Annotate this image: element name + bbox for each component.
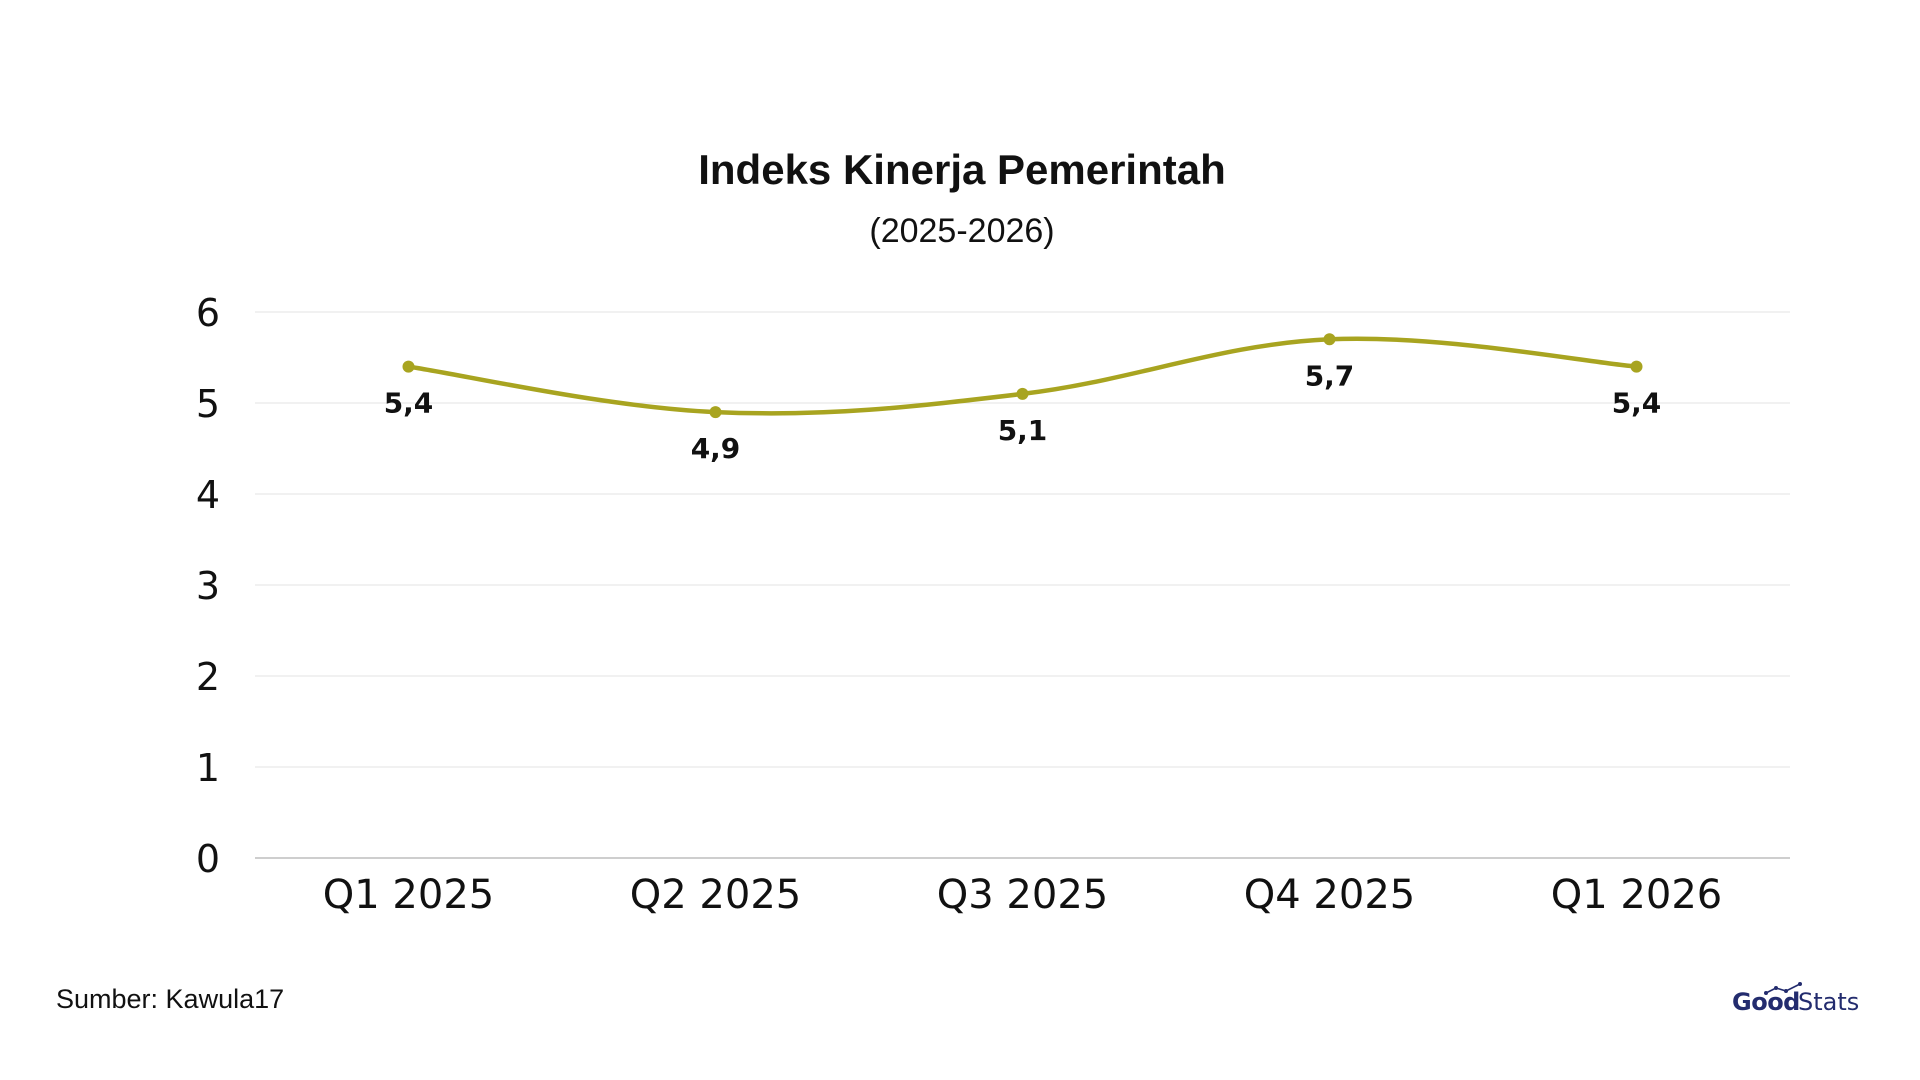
- chart-title: Indeks Kinerja Pemerintah: [698, 146, 1226, 193]
- gridlines: [255, 311, 1790, 859]
- series-layer: [406, 336, 1639, 416]
- x-tick-label: Q4 2025: [1244, 872, 1415, 918]
- y-tick-label: 5: [196, 382, 220, 426]
- data-label: 4,9: [691, 432, 741, 465]
- data-point: [402, 360, 415, 373]
- data-point: [1323, 333, 1336, 346]
- data-label: 5,1: [998, 414, 1048, 447]
- data-point: [1016, 387, 1029, 400]
- y-tick-label: 2: [196, 655, 220, 699]
- x-tick-label: Q2 2025: [630, 872, 801, 918]
- data-label: 5,4: [384, 387, 434, 420]
- point-layer: [402, 333, 1643, 419]
- data-point: [1630, 360, 1643, 373]
- y-tick-label: 4: [196, 473, 220, 517]
- y-tick-label: 3: [196, 564, 220, 608]
- source-note: Sumber: Kawula17: [56, 984, 285, 1014]
- data-label: 5,4: [1612, 387, 1662, 420]
- data-label-layer: 5,4 4,9 5,1 5,7 5,4: [384, 359, 1662, 465]
- y-tick-label: 6: [196, 291, 220, 335]
- logo-text-regular: Stats: [1798, 988, 1860, 1016]
- y-tick-label: 0: [196, 837, 220, 881]
- chart-subtitle: (2025-2026): [869, 212, 1054, 250]
- goodstats-logo: Good Stats: [1732, 982, 1872, 1022]
- series-line: [406, 336, 1639, 416]
- x-axis-ticks: Q1 2025 Q2 2025 Q3 2025 Q4 2025 Q1 2026: [323, 872, 1722, 918]
- y-axis-ticks: 0 1 2 3 4 5 6: [196, 291, 220, 881]
- x-tick-label: Q1 2026: [1551, 872, 1722, 918]
- data-point: [709, 406, 722, 419]
- x-tick-label: Q3 2025: [937, 872, 1108, 918]
- trend-icon: [1764, 982, 1802, 995]
- y-tick-label: 1: [196, 746, 220, 790]
- data-label: 5,7: [1305, 359, 1355, 392]
- x-tick-label: Q1 2025: [323, 872, 494, 918]
